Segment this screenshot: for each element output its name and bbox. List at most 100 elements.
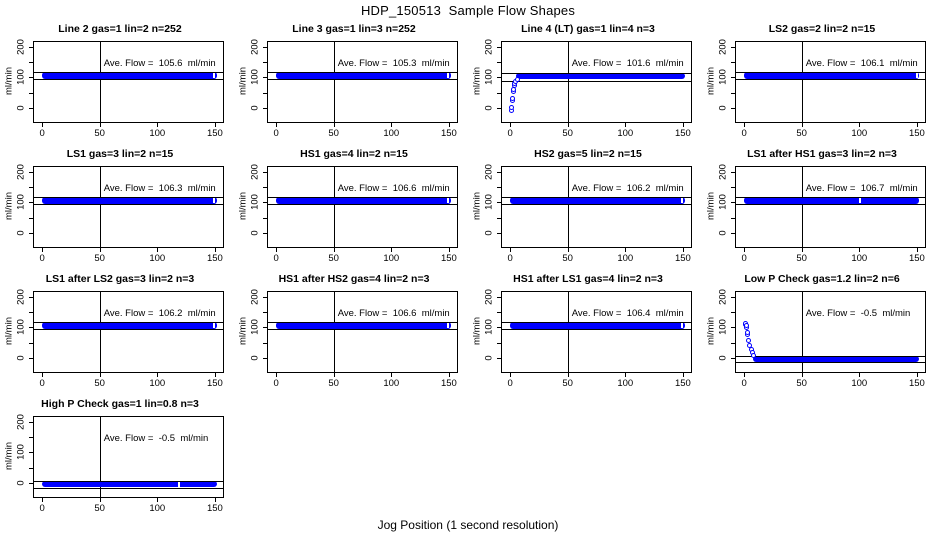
x-axis-tick-label: 150 (674, 378, 691, 389)
reference-line (736, 197, 925, 199)
y-axis-label: ml/min (3, 317, 15, 345)
ave-flow-annotation: Ave. Flow = 106.6 ml/min (337, 307, 450, 319)
x-axis-tick-label: 100 (617, 253, 634, 264)
reference-line (736, 361, 925, 363)
y-axis-tick (497, 187, 501, 188)
x-axis-tick (99, 373, 101, 377)
flow-band (510, 322, 686, 329)
y-axis-tick (497, 92, 501, 94)
x-axis-tick (744, 123, 746, 127)
x-axis-tick-label: 100 (851, 253, 868, 264)
y-axis-tick-label: 0 (249, 105, 261, 111)
x-axis-tick-label: 0 (507, 128, 513, 139)
y-axis-tick (731, 187, 735, 188)
panel-title: Line 3 gas=1 lin=3 n=252 (292, 23, 416, 35)
y-axis-tick (29, 202, 33, 204)
flow-panel: HS1 gas=4 lin=2 n=15 ml/min Ave. Flow = … (234, 147, 468, 272)
x-axis-tick (859, 123, 861, 127)
plot-area: Ave. Flow = 106.6 ml/min (267, 166, 458, 248)
flow-band (42, 72, 218, 79)
vertical-gridline (99, 42, 101, 122)
y-axis-tick (263, 327, 267, 329)
x-axis-tick-label: 0 (39, 378, 45, 389)
y-axis-tick (497, 62, 501, 63)
x-axis-tick-label: 150 (206, 253, 223, 264)
x-axis-tick (157, 373, 159, 377)
ave-flow-annotation: Ave. Flow = 106.3 ml/min (103, 182, 216, 194)
x-axis-tick (214, 498, 216, 502)
x-axis-tick (157, 498, 159, 502)
y-axis-tick (29, 233, 33, 235)
panel-title: LS1 gas=3 lin=2 n=15 (66, 148, 174, 160)
x-axis-tick (916, 373, 918, 377)
y-axis-tick (29, 187, 33, 188)
x-axis-tick-label: 50 (562, 378, 573, 389)
flow-band (42, 322, 218, 329)
panel-title: High P Check gas=1 lin=0.8 n=3 (41, 398, 199, 410)
y-axis-label: ml/min (3, 192, 15, 220)
y-axis-tick-label: 100 (15, 444, 27, 461)
y-axis-label: ml/min (237, 67, 249, 95)
y-axis-tick-label: 0 (15, 105, 27, 111)
flow-band (42, 197, 218, 204)
y-axis-tick (497, 296, 501, 298)
reference-line (34, 72, 223, 74)
band-gap (446, 72, 449, 79)
flow-band (510, 197, 686, 204)
y-axis-tick-label: 200 (15, 288, 27, 305)
y-axis-tick (731, 358, 735, 360)
x-axis-tick (333, 123, 335, 127)
panel-title: Line 4 (LT) gas=1 lin=4 n=3 (521, 23, 655, 35)
y-axis-tick (731, 77, 735, 79)
y-axis-tick (263, 108, 267, 110)
y-axis-tick-label: 200 (483, 163, 495, 180)
x-axis-tick (42, 248, 44, 252)
y-axis-label: ml/min (3, 442, 15, 470)
y-axis-tick-label: 100 (15, 319, 27, 336)
x-axis-tick-label: 100 (149, 128, 166, 139)
y-axis-tick-label: 0 (249, 355, 261, 361)
reference-line (34, 78, 223, 80)
y-axis-tick (731, 92, 735, 94)
y-axis-tick-label: 200 (249, 163, 261, 180)
x-axis-tick-label: 100 (383, 128, 400, 139)
plot-area: Ave. Flow = -0.5 ml/min (735, 291, 926, 373)
x-axis-tick (157, 248, 159, 252)
vertical-gridline (99, 417, 101, 497)
x-axis-tick (801, 248, 803, 252)
y-axis-tick (497, 202, 501, 204)
x-axis-tick-label: 100 (617, 128, 634, 139)
data-point (750, 352, 756, 358)
x-axis-tick-label: 50 (328, 128, 339, 139)
y-axis-tick-label: 100 (249, 69, 261, 86)
y-axis-tick-label: 200 (15, 38, 27, 55)
y-axis-tick-label: 200 (483, 38, 495, 55)
x-axis-tick (42, 498, 44, 502)
plot-area: Ave. Flow = 106.1 ml/min (735, 41, 926, 123)
ave-flow-annotation: Ave. Flow = 106.7 ml/min (805, 182, 918, 194)
band-gap (446, 197, 449, 204)
data-point (509, 95, 515, 101)
plot-area: Ave. Flow = 105.3 ml/min (267, 41, 458, 123)
y-axis-tick (29, 358, 33, 360)
flow-panel: HS1 after HS2 gas=4 lin=2 n=3 ml/min Ave… (234, 272, 468, 397)
y-axis-tick (497, 171, 501, 173)
panel-title: HS1 after HS2 gas=4 lin=2 n=3 (278, 273, 430, 285)
y-axis-tick (731, 312, 735, 313)
y-axis-label: ml/min (705, 192, 717, 220)
x-axis-tick (391, 248, 393, 252)
x-axis-tick-label: 0 (273, 253, 279, 264)
y-axis-tick (497, 327, 501, 329)
x-axis-tick (448, 248, 450, 252)
y-axis-tick-label: 200 (717, 288, 729, 305)
ave-flow-annotation: Ave. Flow = -0.5 ml/min (103, 432, 209, 444)
y-axis-tick (731, 233, 735, 235)
x-axis-tick (99, 248, 101, 252)
reference-line (268, 322, 457, 324)
reference-line (502, 73, 691, 75)
x-axis-tick-label: 150 (674, 128, 691, 139)
x-axis-tick (276, 373, 278, 377)
reference-line (34, 197, 223, 199)
ave-flow-annotation: Ave. Flow = 106.6 ml/min (337, 182, 450, 194)
vertical-gridline (567, 42, 569, 122)
